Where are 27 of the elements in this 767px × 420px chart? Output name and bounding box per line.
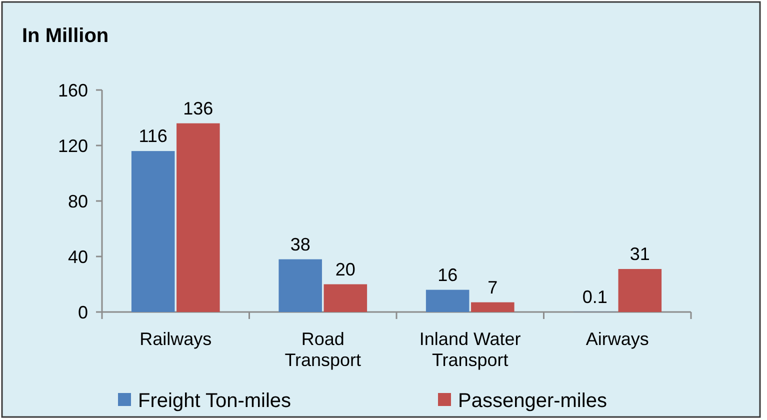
bar [618, 268, 662, 312]
x-tick-label: Inland Water Transport [419, 329, 521, 370]
data-label: 0.1 [582, 286, 608, 307]
data-label: 38 [290, 234, 310, 254]
x-tick-label: Airways [586, 329, 649, 349]
data-label: 16 [438, 264, 458, 285]
y-tick-label: 160 [58, 80, 88, 100]
y-tick-label: 80 [68, 191, 88, 212]
y-tick-label: 40 [68, 246, 88, 267]
data-label: 31 [630, 244, 650, 264]
y-tick-label: 120 [58, 136, 88, 156]
bar [278, 259, 322, 312]
data-label: 136 [183, 98, 214, 118]
bar [176, 123, 220, 312]
legend-label: Freight Ton-miles [138, 390, 292, 412]
x-tick-label: Road Transport [284, 329, 362, 370]
legend-label: Passenger-miles [458, 390, 607, 412]
chart-title: In Million [22, 25, 109, 47]
data-label: 20 [335, 259, 356, 280]
x-tick-label: Railways [140, 329, 212, 349]
bar [426, 290, 470, 312]
data-label: 7 [488, 277, 498, 298]
data-label: 116 [138, 126, 168, 146]
bar [471, 302, 514, 312]
bar [324, 284, 368, 312]
y-tick-label: 0 [78, 302, 88, 322]
bar [131, 151, 175, 312]
